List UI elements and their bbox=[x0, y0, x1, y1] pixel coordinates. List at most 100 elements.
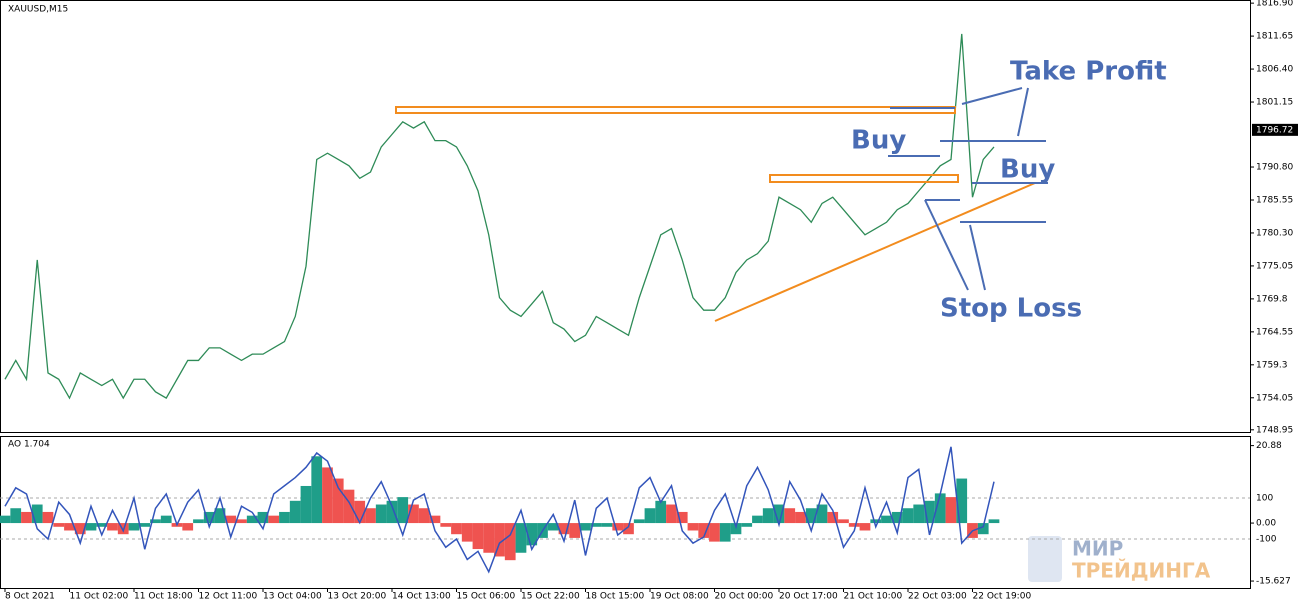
ao-bar bbox=[773, 504, 785, 524]
arrow bbox=[961, 87, 1023, 105]
watermark-text: МИР bbox=[1072, 537, 1123, 561]
ao-bar bbox=[408, 504, 419, 524]
ao-bar bbox=[289, 500, 301, 524]
ao-bar bbox=[902, 508, 914, 524]
y-tick-label: 1816.90 bbox=[1256, 0, 1293, 9]
y-tick-label: 1754.05 bbox=[1256, 393, 1293, 403]
annotation: Take Profit bbox=[1010, 57, 1167, 87]
ao-bar bbox=[440, 523, 452, 527]
ao-bar bbox=[397, 497, 409, 524]
ao-bar bbox=[515, 523, 527, 553]
ao-bar bbox=[107, 523, 118, 531]
ao-bar bbox=[655, 500, 667, 524]
ao-bar bbox=[214, 508, 226, 524]
ao-bar bbox=[848, 523, 860, 527]
ao-bar bbox=[752, 515, 763, 524]
ao-pane-border bbox=[0, 436, 1251, 589]
ao-bar bbox=[193, 519, 204, 524]
ao-bar bbox=[870, 519, 882, 524]
y-tick-label: 1748.95 bbox=[1256, 425, 1293, 435]
ao-bar bbox=[10, 508, 22, 524]
annotation: Buy bbox=[851, 126, 906, 156]
ao-bar bbox=[601, 523, 613, 527]
ao-bar bbox=[977, 523, 989, 535]
y-tick-label: 1759.3 bbox=[1256, 360, 1288, 370]
x-tick-label: 18 Oct 15:00 bbox=[586, 592, 645, 600]
chart-title: XAUUSD,M15 bbox=[8, 5, 68, 15]
x-tick-label: 13 Oct 20:00 bbox=[328, 592, 387, 600]
ao-bar bbox=[784, 508, 796, 524]
ao-bar bbox=[719, 523, 731, 542]
arrow bbox=[969, 224, 986, 291]
ao-bar bbox=[332, 478, 344, 524]
x-tick-label: 12 Oct 11:00 bbox=[199, 592, 258, 600]
ao-bar bbox=[590, 523, 602, 527]
ao-bar bbox=[558, 523, 570, 535]
ao-bar bbox=[418, 508, 430, 524]
annotation: Buy bbox=[1000, 155, 1055, 185]
oscillator-line bbox=[4, 446, 995, 574]
ao-bar bbox=[741, 523, 753, 527]
ao-bar bbox=[257, 511, 269, 524]
y-tick-label: 1769.8 bbox=[1256, 294, 1288, 304]
ao-bar bbox=[945, 497, 957, 524]
ao-bar bbox=[698, 523, 710, 538]
ao-bar bbox=[74, 523, 86, 535]
ao-bar bbox=[139, 523, 151, 527]
ao-bar bbox=[0, 515, 11, 524]
drawings bbox=[395, 87, 1048, 322]
y-tick-label: 1790.80 bbox=[1256, 163, 1293, 173]
indicator-title: AO 1.704 bbox=[8, 440, 50, 450]
arrow bbox=[1017, 87, 1029, 137]
ao-bar bbox=[386, 500, 398, 524]
annotation: Stop Loss bbox=[940, 294, 1082, 324]
ao-bar bbox=[483, 523, 495, 553]
ao-bar bbox=[236, 519, 247, 524]
x-tick-label: 20 Oct 17:00 bbox=[779, 592, 838, 600]
y2-tick-label: -100 bbox=[1256, 535, 1277, 545]
ao-bar bbox=[429, 515, 441, 524]
ao-bar bbox=[580, 523, 591, 531]
ao-bar bbox=[676, 511, 688, 524]
ao-bar bbox=[795, 511, 806, 524]
ao-bar bbox=[913, 504, 925, 524]
y-tick-label: 1775.05 bbox=[1256, 261, 1293, 271]
x-tick-label: 8 Oct 2021 bbox=[5, 592, 55, 600]
y-tick-label: 1780.30 bbox=[1256, 228, 1293, 238]
resistance-zone bbox=[769, 174, 959, 183]
resistance-zone bbox=[395, 106, 956, 114]
x-tick-label: 11 Oct 02:00 bbox=[70, 592, 129, 600]
ao-bar bbox=[150, 519, 161, 524]
ao-bar bbox=[494, 523, 505, 557]
arrow bbox=[924, 199, 969, 291]
ao-bar bbox=[709, 523, 720, 542]
y-tick-label: 20.88 bbox=[1256, 441, 1282, 451]
ao-bar bbox=[279, 511, 290, 524]
y-tick-label: 1764.55 bbox=[1256, 327, 1293, 337]
ao-bar bbox=[128, 523, 140, 531]
ao-bar bbox=[924, 500, 935, 524]
ao-bar bbox=[53, 523, 65, 527]
ao-bar bbox=[881, 515, 892, 524]
ao-bar bbox=[956, 478, 968, 524]
last-price-label: 1796.72 bbox=[1256, 125, 1293, 135]
ao-bar bbox=[633, 519, 645, 524]
price-line bbox=[4, 33, 995, 400]
ao-bar bbox=[666, 504, 677, 524]
ao-bar bbox=[64, 523, 75, 531]
ao-bar bbox=[21, 511, 32, 524]
ao-bar bbox=[838, 519, 849, 524]
watermark-text: ТРЕЙДИНГА bbox=[1072, 559, 1211, 583]
ao-bar bbox=[805, 508, 817, 524]
x-tick-label: 22 Oct 03:00 bbox=[908, 592, 967, 600]
ao-bar bbox=[31, 504, 43, 524]
ao-bar bbox=[203, 511, 215, 524]
x-tick-label: 21 Oct 10:00 bbox=[844, 592, 903, 600]
ao-bar bbox=[816, 504, 828, 524]
ao-bar bbox=[451, 523, 462, 535]
last-price-box bbox=[1252, 123, 1298, 136]
y-tick-label: 0.00 bbox=[1256, 519, 1276, 529]
ao-bar bbox=[827, 511, 839, 524]
